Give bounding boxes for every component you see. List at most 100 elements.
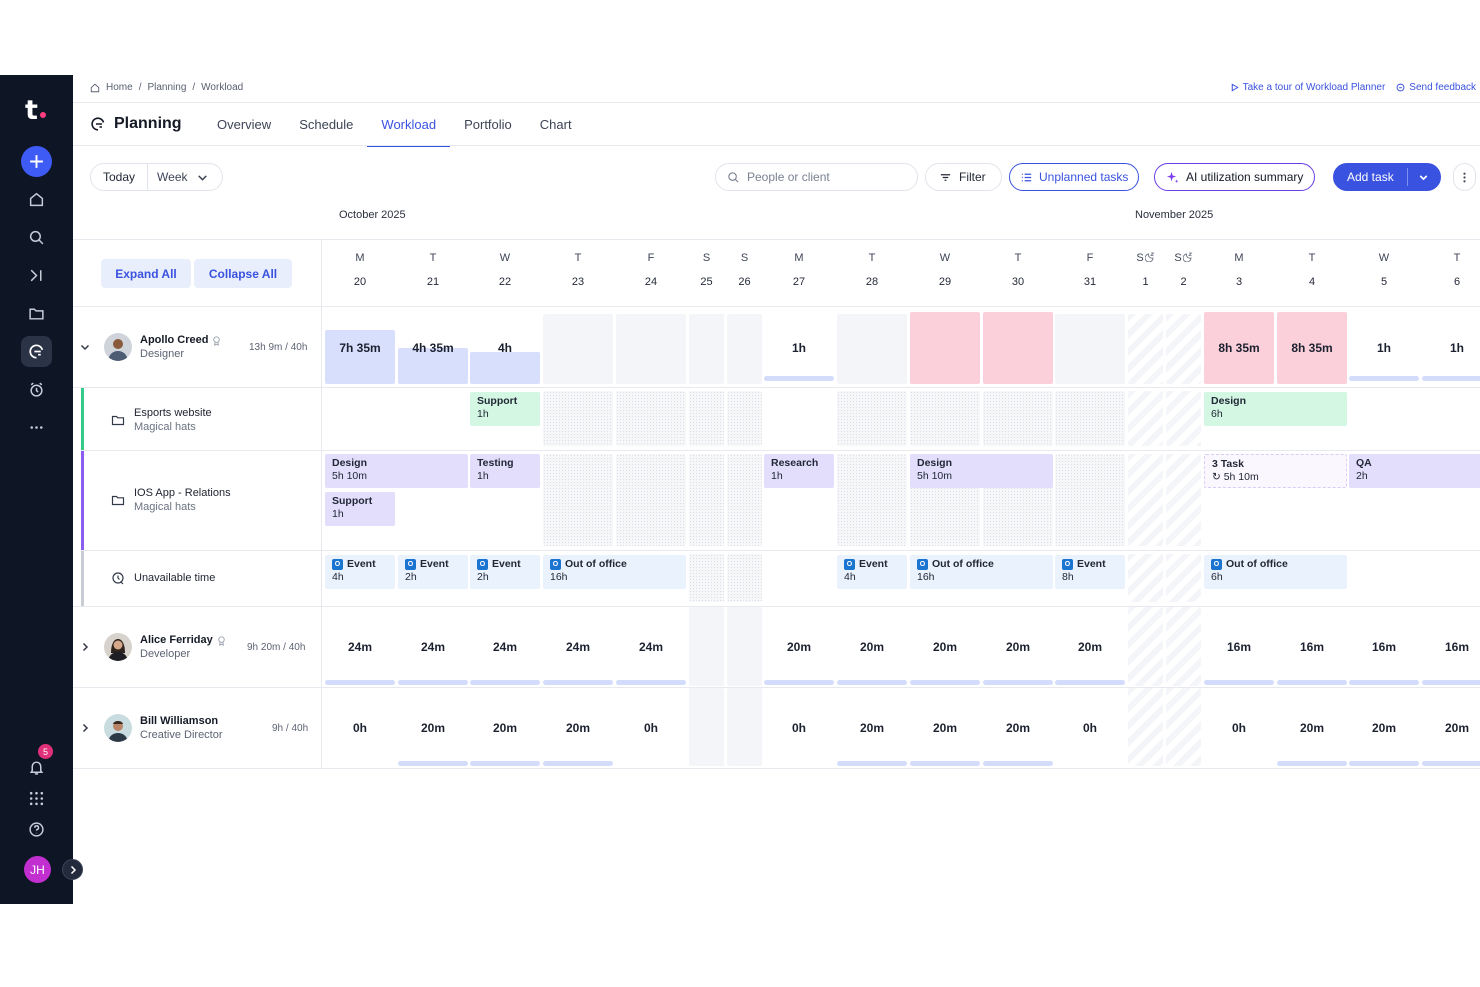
day-cell (689, 607, 724, 686)
tab-overview[interactable]: Overview (217, 116, 272, 132)
daily-hours: 20m (859, 640, 885, 654)
app-logo[interactable]: t (25, 95, 46, 126)
task-block[interactable]: Support 1h (325, 492, 395, 526)
expand-all-button[interactable]: Expand All (101, 259, 191, 288)
project-client: Magical hats (134, 421, 196, 433)
unavailable-block[interactable]: O Event 4h (325, 555, 395, 589)
planning-tabs: Overview Schedule Workload Portfolio Cha… (203, 102, 586, 147)
folder-icon (111, 495, 125, 506)
person-apollo[interactable]: Apollo Creed Designer (104, 333, 222, 361)
task-block[interactable]: 3 Task ↻ 5h 10m (1204, 454, 1347, 488)
more-icon[interactable] (21, 412, 52, 443)
add-task-dropdown[interactable] (1408, 171, 1440, 184)
chevron-right-icon[interactable] (79, 641, 91, 653)
day-cell (1128, 554, 1163, 602)
person-role: Designer (140, 348, 185, 360)
timer-icon[interactable] (21, 374, 52, 405)
outlook-icon: O (477, 559, 488, 570)
folder-icon[interactable] (21, 298, 52, 329)
utilization-bar (1277, 761, 1347, 766)
daily-hours: 20m (565, 721, 591, 735)
unavailable-block[interactable]: O Event 2h (398, 555, 468, 589)
unavailable-block[interactable]: O Event 2h (470, 555, 540, 589)
person-alice[interactable]: Alice Ferriday Developer (104, 633, 227, 661)
task-block[interactable]: Design 5h 10m (910, 454, 1053, 488)
day-cell (1166, 554, 1201, 602)
day-header-31: F 31 (1083, 252, 1097, 288)
day-cell (727, 454, 762, 546)
tab-schedule[interactable]: Schedule (299, 116, 354, 132)
unavailable-time-row[interactable]: Unavailable time (111, 571, 215, 585)
sidebar-toggle-button[interactable] (62, 859, 83, 880)
outlook-icon: O (1211, 559, 1222, 570)
daily-hours: 24m (420, 640, 446, 654)
tab-chart[interactable]: Chart (539, 116, 572, 132)
utilization-bar (764, 680, 834, 685)
utilization-bar (543, 680, 613, 685)
daily-hours: 20m (1299, 721, 1325, 735)
outlook-icon: O (405, 559, 416, 570)
task-block[interactable]: Support 1h (470, 392, 540, 426)
people-search[interactable]: People or client (715, 163, 918, 191)
chevron-down-icon (197, 174, 207, 181)
avatar (104, 714, 132, 742)
task-block[interactable]: Design 6h (1204, 392, 1347, 426)
chevron-down-icon[interactable] (79, 341, 91, 353)
day-header-22: W 22 (498, 252, 512, 288)
notifications-icon[interactable]: 5 (21, 744, 53, 783)
daily-hours: 20m (1371, 721, 1397, 735)
task-block[interactable]: Design 5h 10m (325, 454, 468, 488)
task-block[interactable]: QA 2h (1349, 454, 1480, 488)
user-avatar[interactable]: JH (24, 856, 51, 883)
add-task-button[interactable]: Add task (1333, 163, 1441, 191)
task-block[interactable]: Testing 1h (470, 454, 540, 488)
unplanned-tasks-button[interactable]: Unplanned tasks (1009, 163, 1140, 191)
day-cell (543, 454, 613, 546)
apps-grid-icon[interactable] (21, 783, 52, 814)
day-header-21: T 21 (426, 252, 440, 288)
unavailable-block[interactable]: O Event 8h (1055, 555, 1125, 589)
breadcrumb-planning[interactable]: Planning (147, 82, 187, 93)
tour-link[interactable]: Take a tour of Workload Planner (1230, 82, 1385, 93)
task-block[interactable]: Research 1h (764, 454, 834, 488)
unavailable-block[interactable]: O Out of office 6h (1204, 555, 1347, 589)
home-icon[interactable] (21, 184, 52, 215)
tab-portfolio[interactable]: Portfolio (464, 116, 512, 132)
feedback-link[interactable]: Send feedback (1396, 82, 1476, 93)
day-cell (689, 314, 724, 384)
project-ios[interactable]: IOS App - Relations Magical hats (111, 487, 231, 513)
utilization-bar (1349, 680, 1419, 685)
kebab-icon (1463, 172, 1466, 182)
overbooked-cell (1204, 312, 1274, 384)
breadcrumb-home[interactable]: Home (106, 82, 133, 93)
tab-workload[interactable]: Workload (367, 102, 450, 147)
ai-summary-button[interactable]: AI utilization summary (1154, 163, 1316, 191)
day-cell (983, 391, 1053, 446)
unavailable-block[interactable]: O Out of office 16h (910, 555, 1053, 589)
unavailable-block[interactable]: O Out of office 16h (543, 555, 686, 589)
help-icon[interactable] (21, 814, 52, 845)
collapse-all-button[interactable]: Collapse All (194, 259, 292, 288)
sidebar: t 5 JH (0, 75, 73, 904)
search-icon[interactable] (21, 222, 52, 253)
create-button[interactable] (21, 146, 52, 177)
chevron-right-icon[interactable] (79, 722, 91, 734)
today-button[interactable]: Today (91, 164, 149, 190)
overbooked-cell (1277, 312, 1347, 384)
utilization-bar (983, 680, 1053, 685)
daily-hours: 7h 35m (339, 341, 381, 355)
skip-forward-icon[interactable] (21, 260, 52, 291)
planning-icon[interactable] (21, 336, 52, 367)
period-select[interactable]: Week (148, 170, 208, 184)
more-options-button[interactable] (1453, 163, 1476, 191)
month-label-october: October 2025 (339, 209, 406, 221)
project-esports[interactable]: Esports website Magical hats (111, 407, 212, 433)
day-cell (910, 391, 980, 446)
person-bill[interactable]: Bill Williamson Creative Director (104, 714, 223, 742)
filter-button[interactable]: Filter (925, 163, 1002, 191)
person-hours: 9h / 40h (272, 723, 309, 734)
unavailable-block[interactable]: O Event 4h (837, 555, 907, 589)
